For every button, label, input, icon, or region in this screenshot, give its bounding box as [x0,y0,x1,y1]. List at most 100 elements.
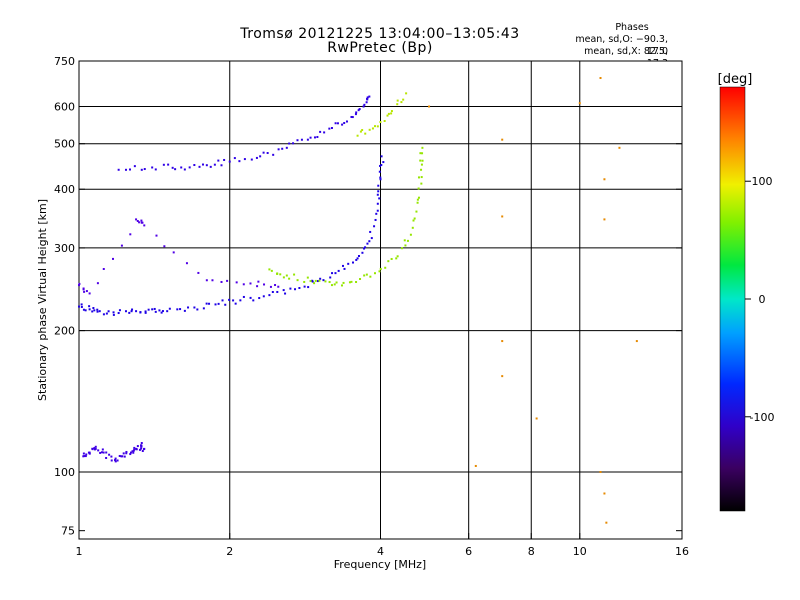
data-point [411,226,414,229]
data-point [390,112,393,115]
data-point [355,258,358,261]
data-point [289,287,292,290]
data-point [298,287,301,290]
data-point [406,239,409,242]
data-point [183,168,186,171]
data-point [402,98,405,101]
data-point [205,164,208,167]
data-point [143,447,146,450]
data-point [131,450,134,453]
data-point [226,279,229,282]
data-point [420,168,423,171]
data-point [99,451,102,454]
data-point [474,464,477,467]
x-tick-label: 2 [226,545,233,558]
data-point [369,275,372,278]
data-point [599,77,602,80]
data-point [501,138,504,141]
data-point [233,157,236,160]
data-point [228,298,231,301]
data-point [266,152,269,155]
data-point [318,279,321,282]
data-point [375,212,378,215]
data-point [380,164,383,167]
data-point [328,127,331,130]
data-point [396,255,399,258]
data-point [328,281,331,284]
data-point [404,244,407,247]
data-point [369,230,372,233]
data-point [535,417,538,420]
data-point [138,448,141,451]
data-point [82,308,85,311]
data-point [314,279,317,282]
data-point [603,178,606,181]
data-point [303,285,306,288]
data-point [282,289,285,292]
data-point [88,308,91,311]
data-point [133,446,136,449]
data-point [578,102,581,105]
data-point [294,288,297,291]
data-point [97,449,100,452]
stats-o-mode: mean, sd,O: −90.3, 17.0 [575,34,668,57]
data-point [94,445,97,448]
data-point [125,450,128,453]
data-point [198,165,201,168]
data-point [135,218,138,221]
data-point [379,164,382,167]
data-point [324,280,327,283]
data-point [132,451,135,454]
data-point [85,290,88,293]
data-point [101,451,104,454]
data-point [361,251,364,254]
data-point [130,310,133,313]
data-point [387,112,390,115]
data-point [281,147,284,150]
data-point [153,307,156,310]
data-point [355,111,358,114]
data-point [135,310,138,313]
data-point [347,262,350,265]
y-tick-label: 300 [54,242,75,255]
data-point [224,303,227,306]
chart-title: Tromsø 20121225 13:04:00–13:05:43 [240,26,520,42]
data-point [307,286,310,289]
data-point [277,148,280,151]
data-point [387,260,390,263]
data-point [114,460,117,463]
data-point [108,453,111,456]
data-point [323,131,326,134]
data-point [136,220,139,223]
data-point [373,272,376,275]
colorbar-tick-label: 100 [752,175,773,188]
data-point [420,176,423,179]
data-point [368,95,371,98]
data-point [249,296,252,299]
data-point [377,190,380,193]
data-point [101,448,104,451]
data-point [421,146,424,149]
colorbar-tick-label: 0 [759,293,766,306]
data-point [337,269,340,272]
data-point [78,284,80,287]
data-point [174,168,177,171]
data-point [365,101,368,104]
colorbar-ticks: -100 0 100 [745,175,774,424]
data-point [117,168,120,171]
y-tick-label: 400 [54,183,75,196]
data-point [123,455,126,458]
data-point [78,305,80,308]
colorbar-label: [deg] [718,72,753,87]
data-point [395,257,398,260]
data-point [380,155,383,158]
data-point [366,96,369,99]
data-point [417,176,420,179]
data-point [340,284,343,287]
data-point [239,299,242,302]
data-point [303,280,306,283]
data-point [188,166,191,169]
data-point [220,280,223,283]
data-point [285,274,288,277]
data-point [370,237,373,240]
